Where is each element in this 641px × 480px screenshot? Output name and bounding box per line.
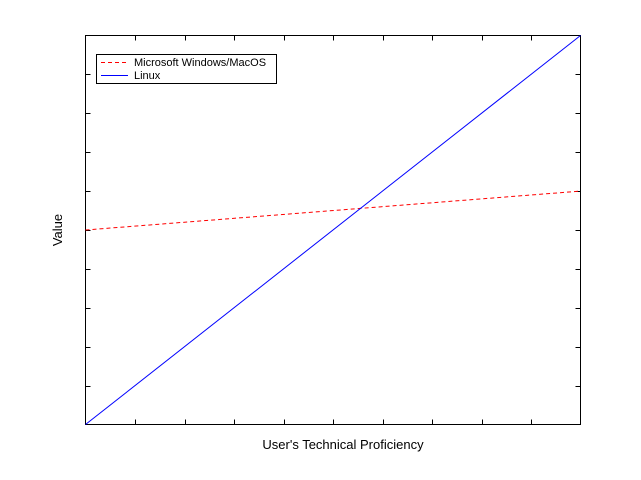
legend-label-windows-macos: Microsoft Windows/MacOS	[134, 57, 266, 69]
legend-box	[96, 54, 277, 84]
y-axis-label: Value	[50, 214, 65, 246]
ticks	[85, 35, 581, 425]
legend-label-linux: Linux	[134, 70, 161, 82]
legend: Microsoft Windows/MacOS Linux	[96, 54, 277, 84]
series-line-linux	[85, 35, 581, 425]
x-axis-label: User's Technical Proficiency	[262, 437, 424, 452]
series-lines	[85, 35, 581, 425]
series-line-windows-macos	[85, 190, 581, 231]
